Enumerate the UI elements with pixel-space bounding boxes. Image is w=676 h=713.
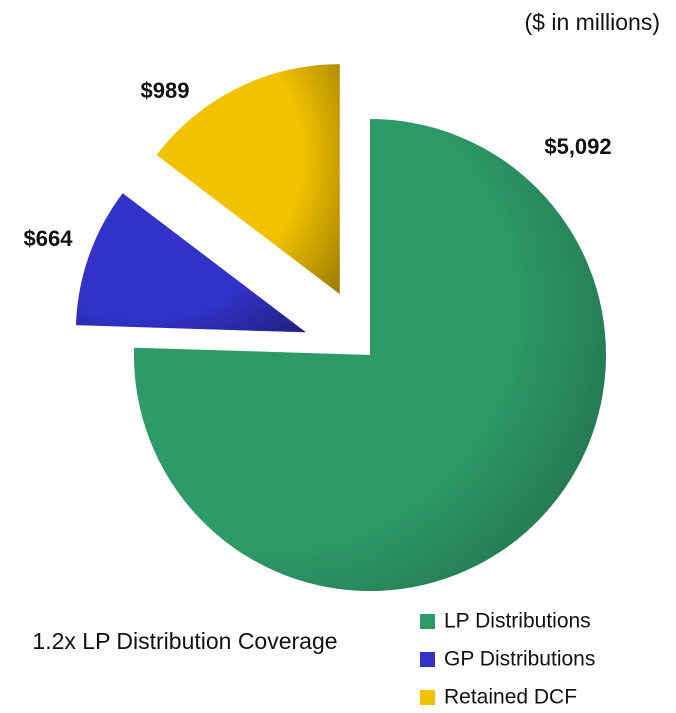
- legend-label: GP Distributions: [444, 648, 595, 671]
- legend-swatch: [420, 652, 435, 667]
- data-label: $989: [141, 78, 190, 103]
- legend-swatch: [420, 690, 435, 705]
- annotation: 1.2x LP Distribution Coverage: [32, 628, 338, 654]
- chart-subtitle: ($ in millions): [525, 9, 660, 35]
- legend-swatch: [420, 614, 435, 629]
- data-label: $664: [24, 226, 74, 251]
- data-label: $5,092: [544, 134, 611, 159]
- legend-label: LP Distributions: [444, 610, 591, 633]
- legend-label: Retained DCF: [444, 686, 577, 709]
